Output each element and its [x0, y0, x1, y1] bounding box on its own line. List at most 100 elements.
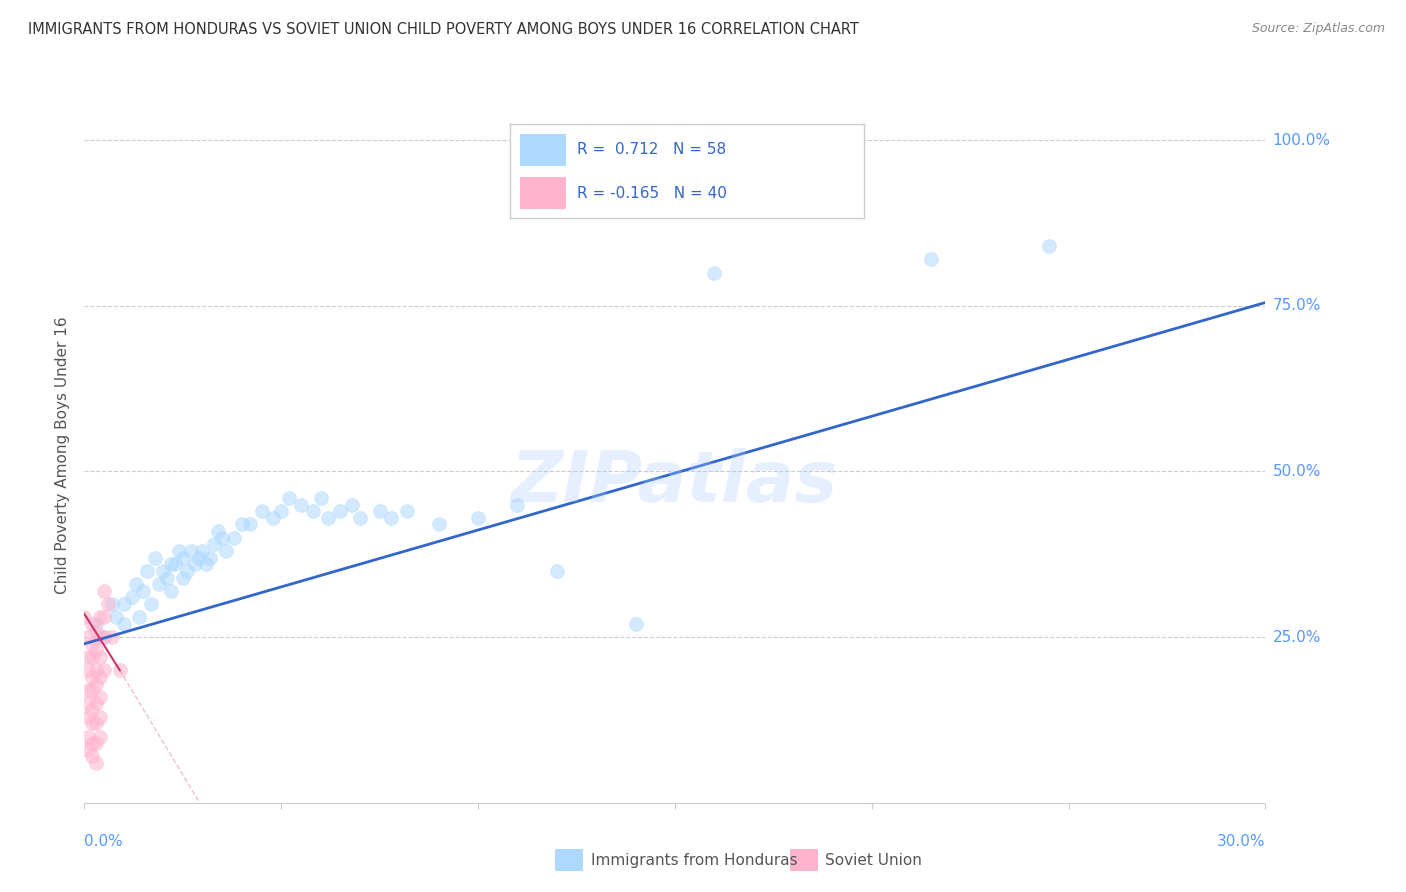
Point [77, 650, 100, 665]
Point [121, 591, 143, 605]
Point [163, 558, 186, 572]
Point [309, 491, 332, 505]
Point [93, 583, 115, 598]
Point [427, 517, 450, 532]
Point [368, 504, 391, 518]
Point [84, 697, 107, 711]
Point [160, 583, 183, 598]
Text: ZIPatlas: ZIPatlas [512, 449, 838, 517]
Point [222, 531, 245, 545]
Text: 100.0%: 100.0% [1272, 133, 1330, 148]
Point [82, 736, 104, 750]
Y-axis label: Child Poverty Among Boys Under 16: Child Poverty Among Boys Under 16 [55, 316, 70, 594]
Text: 75.0%: 75.0% [1272, 298, 1320, 313]
Point [270, 504, 292, 518]
Point [89, 630, 111, 644]
Point [215, 544, 238, 558]
Point [160, 558, 183, 572]
Point [77, 697, 100, 711]
Point [132, 583, 155, 598]
Text: 50.0%: 50.0% [1272, 464, 1320, 479]
Point [73, 610, 96, 624]
Point [187, 550, 209, 565]
Point [77, 743, 100, 757]
Point [82, 616, 104, 631]
Point [920, 252, 942, 267]
Point [93, 610, 115, 624]
Point [200, 550, 222, 565]
Point [84, 676, 107, 690]
Point [195, 558, 218, 572]
Text: Soviet Union: Soviet Union [825, 854, 922, 868]
Point [318, 511, 340, 525]
Point [202, 537, 225, 551]
Point [82, 749, 104, 764]
Point [143, 550, 166, 565]
Point [77, 683, 100, 698]
Point [148, 577, 170, 591]
Text: 0.0%: 0.0% [84, 834, 124, 849]
Point [191, 544, 214, 558]
Point [84, 663, 107, 677]
Text: Source: ZipAtlas.com: Source: ZipAtlas.com [1251, 22, 1385, 36]
Point [89, 690, 111, 704]
Point [93, 630, 115, 644]
Point [82, 703, 104, 717]
Point [1038, 239, 1060, 253]
Point [128, 610, 150, 624]
Point [84, 716, 107, 731]
Point [84, 624, 107, 638]
Point [349, 511, 371, 525]
Point [211, 531, 233, 545]
Point [112, 616, 135, 631]
Point [89, 730, 111, 744]
Point [124, 577, 146, 591]
Text: 25.0%: 25.0% [1272, 630, 1320, 645]
Point [93, 630, 115, 644]
Point [207, 524, 229, 538]
Point [156, 570, 179, 584]
Point [467, 511, 489, 525]
Point [624, 616, 647, 631]
Point [101, 630, 124, 644]
Point [183, 558, 205, 572]
Point [152, 564, 174, 578]
Point [101, 597, 124, 611]
Point [77, 709, 100, 723]
Point [82, 637, 104, 651]
Point [231, 517, 253, 532]
Point [329, 504, 352, 518]
Point [340, 498, 363, 512]
Point [290, 498, 312, 512]
Point [84, 616, 107, 631]
Point [278, 491, 301, 505]
Point [172, 550, 194, 565]
Point [262, 511, 284, 525]
Point [167, 544, 190, 558]
Point [84, 643, 107, 657]
Point [172, 570, 194, 584]
Text: 30.0%: 30.0% [1218, 834, 1265, 849]
Point [180, 544, 202, 558]
Point [176, 564, 198, 578]
Point [82, 716, 104, 731]
Point [82, 670, 104, 684]
Point [93, 663, 115, 677]
Point [108, 663, 131, 677]
Point [77, 730, 100, 744]
Point [89, 670, 111, 684]
Point [77, 630, 100, 644]
Text: IMMIGRANTS FROM HONDURAS VS SOVIET UNION CHILD POVERTY AMONG BOYS UNDER 16 CORRE: IMMIGRANTS FROM HONDURAS VS SOVIET UNION… [28, 22, 859, 37]
Point [703, 266, 725, 280]
Point [89, 650, 111, 665]
Point [239, 517, 262, 532]
Point [89, 709, 111, 723]
Point [396, 504, 419, 518]
Point [141, 597, 163, 611]
Point [84, 736, 107, 750]
Point [506, 498, 529, 512]
Point [380, 511, 402, 525]
Point [301, 504, 323, 518]
Point [89, 610, 111, 624]
Point [82, 683, 104, 698]
